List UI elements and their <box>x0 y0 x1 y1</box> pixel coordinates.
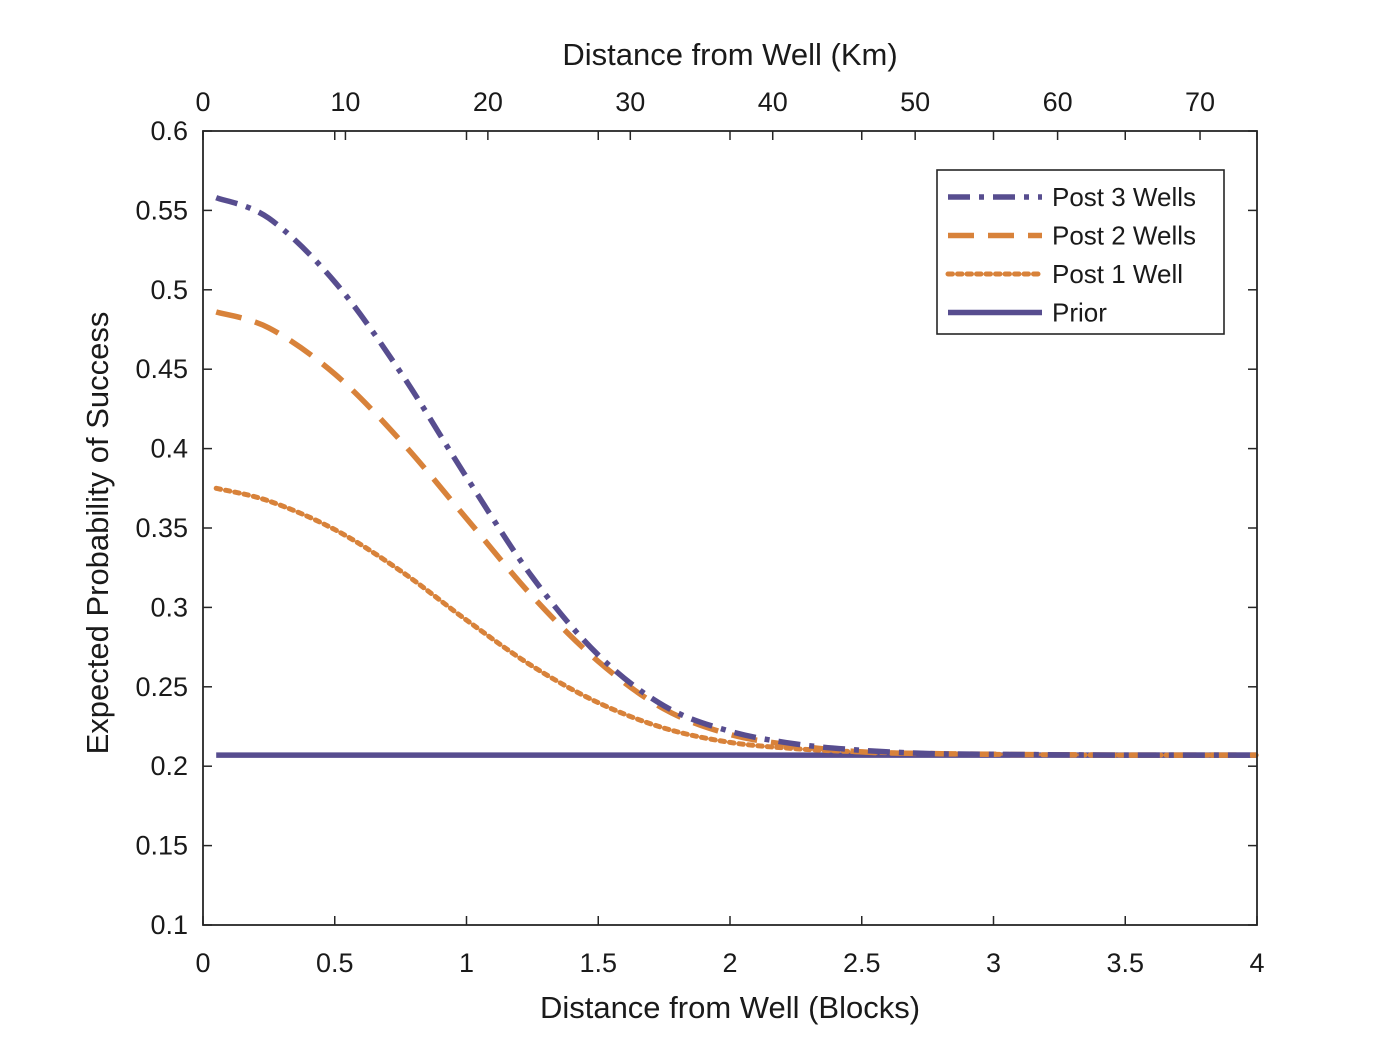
legend-label-prior: Prior <box>1052 298 1107 328</box>
series-layer <box>213 195 1260 758</box>
top-x-tick-label: 50 <box>900 87 930 117</box>
top-x-axis-title: Distance from Well (Km) <box>562 37 897 72</box>
y-tick-label: 0.45 <box>135 354 188 384</box>
x-tick-label: 4 <box>1249 948 1264 978</box>
legend-label-post-2-wells: Post 2 Wells <box>1052 221 1196 251</box>
x-tick-label: 2.5 <box>843 948 881 978</box>
y-tick-label: 0.1 <box>150 910 188 940</box>
y-tick-label: 0.15 <box>135 831 188 861</box>
x-axis-title: Distance from Well (Blocks) <box>540 990 920 1025</box>
legend-box <box>936 169 1225 335</box>
x-tick-label: 1.5 <box>579 948 617 978</box>
y-tick-label: 0.55 <box>135 195 188 225</box>
top-x-tick-label: 30 <box>615 87 645 117</box>
top-x-tick-label: 70 <box>1185 87 1215 117</box>
top-x-tick-label: 10 <box>330 87 360 117</box>
tick-layer: 0 0.5 1 1.5 2 2.5 3 3.5 40 10 20 30 40 50 60 700.10.150… <box>135 87 1264 978</box>
top-x-tick-label: 60 <box>1043 87 1073 117</box>
y-tick-label: 0.3 <box>150 592 188 622</box>
y-tick-label: 0.25 <box>135 672 188 702</box>
legend-label-post-1-well: Post 1 Well <box>1052 259 1183 289</box>
y-tick-label: 0.2 <box>150 751 188 781</box>
x-tick-label: 3 <box>986 948 1001 978</box>
x-tick-label: 1 <box>459 948 474 978</box>
top-x-tick-label: 40 <box>758 87 788 117</box>
series-line-post-3-wells <box>215 195 1258 758</box>
series-line-post-1-well <box>213 485 1260 758</box>
x-tick-label: 0.5 <box>316 948 354 978</box>
x-tick-label: 3.5 <box>1106 948 1144 978</box>
y-axis-title: Expected Probability of Success <box>80 312 115 755</box>
x-tick-label: 0 <box>195 948 210 978</box>
legend: Post 3 Wells Post 2 Wells Post 1 Well Prior <box>936 169 1225 335</box>
y-tick-label: 0.4 <box>150 434 188 464</box>
top-x-tick-label: 20 <box>473 87 503 117</box>
x-tick-label: 2 <box>722 948 737 978</box>
top-x-tick-label: 0 <box>195 87 210 117</box>
y-tick-label: 0.35 <box>135 513 188 543</box>
y-tick-label: 0.6 <box>150 116 188 146</box>
y-tick-label: 0.5 <box>150 275 188 305</box>
legend-label-post-3-wells: Post 3 Wells <box>1052 182 1196 212</box>
